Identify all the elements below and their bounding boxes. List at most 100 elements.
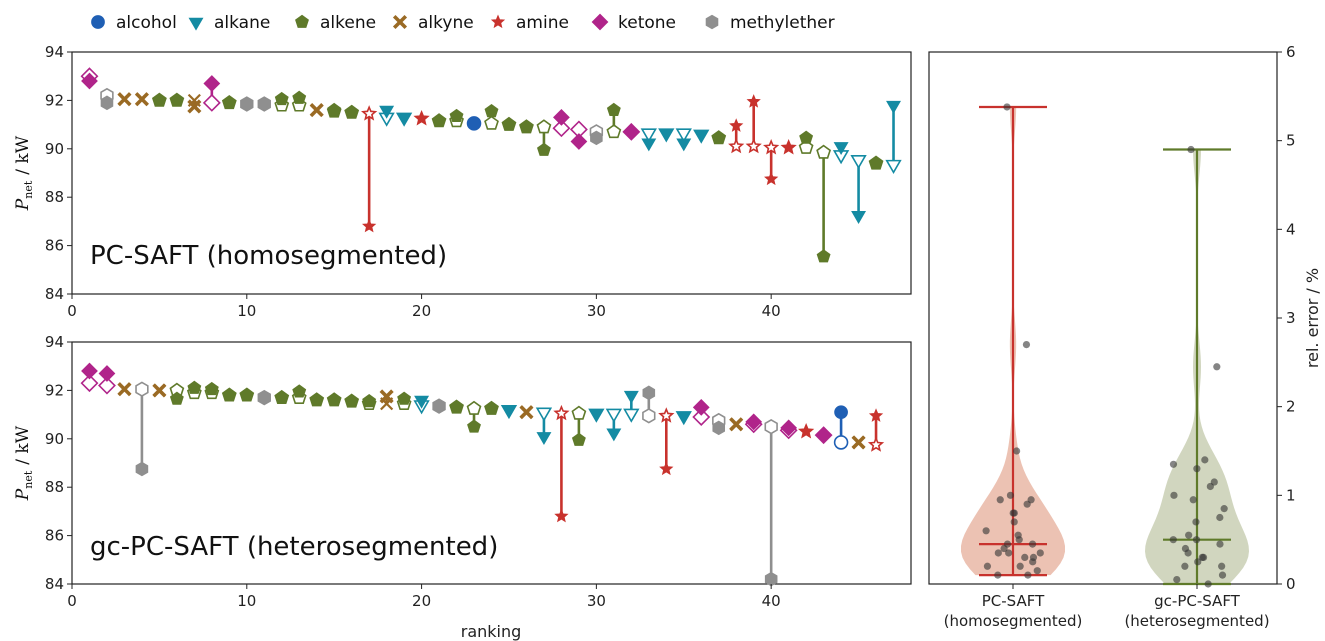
- pc-saft-point-42-alkene: [798, 130, 814, 154]
- legend-marker-alkyne-stroke-b: [392, 14, 408, 30]
- gc-pc-saft-marker-filled-35: [676, 411, 692, 425]
- pc-saft-marker-filled-5: [152, 93, 167, 107]
- violin-point-1-22: [1218, 562, 1226, 570]
- violin-category-label-1-line-1: (heterosegmented): [1124, 612, 1269, 630]
- violin-point-1-1: [1213, 363, 1221, 371]
- pc-saft-xtick-label-3: 30: [587, 302, 606, 320]
- pc-saft-marker-filled-12: [274, 91, 289, 106]
- pc-saft-ytick-label-4: 92: [45, 91, 64, 109]
- gc-pc-saft-marker-filled-45: [851, 435, 866, 450]
- violin-marks: [961, 103, 1249, 588]
- gc-pc-saft-marker-hollow-2: [98, 376, 116, 395]
- pc-saft-point-11-methylether: [257, 96, 271, 112]
- gc-pc-saft-marker-hollow-4: [135, 381, 149, 397]
- pc-saft-marker-filled-30: [590, 130, 603, 146]
- pc-saft-point-6-alkene: [169, 92, 185, 107]
- gc-pc-saft-marker-filled-8: [204, 381, 219, 396]
- panel-pc-saft-axes: 0 10 20 30 40 84 86 88 90 92 94: [45, 43, 781, 320]
- pc-saft-xtick-label-1: 10: [237, 302, 256, 320]
- gc-pc-saft-marker-filled-42: [798, 424, 814, 438]
- pc-saft-point-30-methylether: [589, 124, 604, 146]
- gc-pc-saft-point-23-alkene: [466, 400, 482, 433]
- gc-pc-saft-point-19-alkene: [396, 391, 412, 411]
- legend-label-methylether: methylether: [730, 13, 835, 33]
- gc-pc-saft-point-25-alkane: [500, 405, 518, 420]
- legend-item-ketone: ketone: [591, 13, 676, 33]
- gc-pc-saft-marker-filled-3-stroke-b: [117, 382, 132, 397]
- pc-saft-ytick-label-2: 88: [45, 188, 64, 206]
- legend-label-alcohol: alcohol: [116, 13, 177, 33]
- gc-pc-saft-marker-filled-18: [379, 389, 394, 404]
- pc-saft-marker-filled-20: [414, 111, 429, 125]
- pc-saft-marker-filled-4-stroke-b: [134, 92, 149, 107]
- gc-pc-saft-point-5-alkyne: [152, 383, 167, 398]
- gc-pc-saft-point-37-methylether: [712, 412, 726, 436]
- violin-point-1-0: [1187, 145, 1195, 154]
- gc-pc-saft-ytick-label-0: 84: [45, 575, 64, 593]
- pc-saft-marker-filled-24: [484, 103, 499, 118]
- pc-saft-marker-filled-11: [257, 96, 271, 112]
- violin-point-1-4: [1193, 465, 1201, 473]
- pc-saft-marker-filled-40: [764, 171, 779, 186]
- pc-saft-ytick-label-5: 94: [45, 43, 64, 61]
- pc-saft-marker-hollow-24: [484, 115, 499, 130]
- gc-pc-saft-marker-hollow-27: [535, 407, 553, 422]
- violin-point-0-1: [1022, 341, 1031, 349]
- pc-saft-marker-filled-28: [553, 108, 570, 126]
- violin-point-0-6: [1023, 500, 1031, 508]
- violin-axes: 0 1 2 3 4 5 6 PC-SAFT (homosegmented) gc-PC-SAFT (…: [944, 43, 1296, 630]
- pc-saft-marker-hollow-40: [763, 139, 780, 155]
- pc-saft-point-12-alkene: [274, 91, 290, 112]
- pc-saft-marker-filled-22: [449, 108, 464, 123]
- pc-saft-point-39-amine: [745, 94, 762, 154]
- gc-pc-saft-point-41-ketone: [779, 419, 798, 440]
- violin-ytick-label-4: 4: [1286, 220, 1296, 238]
- gc-pc-saft-marker-filled-3: [117, 382, 132, 397]
- pc-saft-marker-filled-6: [169, 93, 184, 107]
- gc-pc-saft-marker-filled-14: [309, 392, 324, 406]
- pc-saft-marker-hollow-31: [606, 124, 622, 139]
- violin-point-1-20: [1194, 558, 1202, 566]
- gc-pc-saft-marker-filled-6: [169, 391, 184, 405]
- violin-ytick-label-1: 1: [1286, 486, 1296, 504]
- violin-ylabel: rel. error / %: [1303, 268, 1322, 368]
- violin-point-0-19: [1021, 553, 1029, 562]
- pc-saft-point-35-alkane: [675, 128, 692, 152]
- gc-pc-saft-marker-filled-26: [519, 405, 534, 420]
- gc-pc-saft-point-24-alkene: [484, 400, 499, 415]
- pc-saft-point-13-alkene: [291, 90, 307, 112]
- gc-pc-saft-point-15-alkene: [326, 392, 342, 407]
- violin-point-0-14: [1028, 540, 1037, 548]
- gc-pc-saft-point-3-alkyne: [117, 382, 132, 397]
- legend-label-amine: amine: [516, 13, 569, 33]
- legend-marker-methylether: [705, 14, 719, 30]
- pc-saft-marker-hollow-8: [202, 93, 221, 112]
- gc-pc-saft-marker-filled-36: [692, 398, 710, 416]
- pc-saft-marker-hollow-33: [640, 128, 657, 143]
- pc-saft-marker-filled-23: [467, 116, 481, 131]
- pc-saft-point-28-ketone: [552, 108, 571, 138]
- gc-pc-saft-point-35-alkane: [675, 411, 692, 426]
- gc-pc-saft-marker-filled-10: [239, 387, 254, 402]
- gc-pc-saft-point-10-alkene: [239, 387, 255, 402]
- x-axis-label: ranking: [461, 622, 522, 641]
- pc-saft-point-32-ketone: [622, 122, 641, 141]
- pc-saft-point-16-alkene: [344, 104, 360, 119]
- violin-point-0-2: [1013, 447, 1021, 455]
- pc-saft-point-21-alkene: [431, 113, 447, 128]
- pc-saft-marker-hollow-45: [850, 154, 867, 170]
- panel-gc-pc-saft-label: gc-PC-SAFT (heterosegmented): [90, 532, 498, 562]
- gc-pc-saft-marker-filled-11: [257, 390, 271, 405]
- violin-point-1-23: [1218, 571, 1227, 579]
- pc-saft-marker-filled-34: [658, 128, 674, 142]
- pc-saft-marker-hollow-47: [885, 159, 902, 174]
- legend-item-methylether: methylether: [705, 13, 835, 33]
- pc-saft-marker-filled-15: [327, 102, 342, 116]
- pc-saft-marker-filled-10: [240, 96, 254, 112]
- violin-point-0-23: [1016, 562, 1024, 570]
- legend-item-alkyne: alkyne: [392, 13, 474, 33]
- violin-point-1-12: [1185, 531, 1193, 539]
- pc-saft-point-45-alkane: [850, 154, 867, 224]
- pc-saft-marker-filled-25: [502, 117, 516, 131]
